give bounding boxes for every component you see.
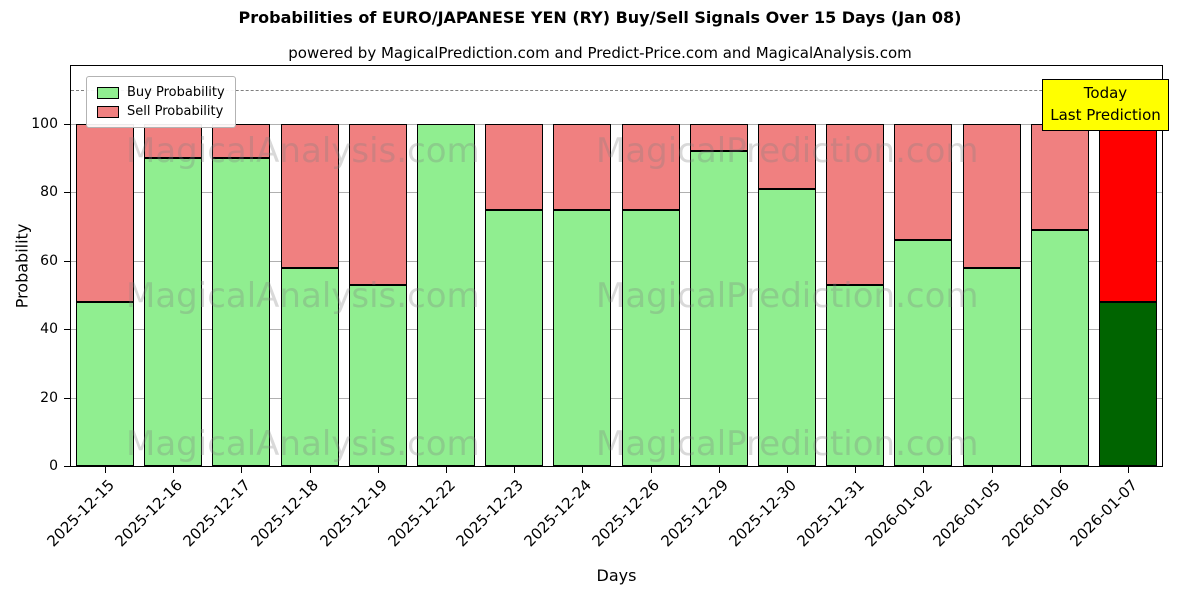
bar-sell-segment — [757, 124, 816, 190]
gridline — [71, 329, 1162, 331]
ytick-mark — [64, 466, 70, 467]
bar-sell-segment — [1030, 124, 1089, 231]
x-axis-ticks: 2025-12-15 2025-12-16 2025-12-17 2025-12-18… — [43, 467, 1163, 597]
xtick-label: 2025-12-26 — [588, 476, 664, 551]
xtick-label: 2026-01-07 — [1066, 476, 1141, 551]
gridline — [71, 397, 1162, 399]
bar-buy-segment — [348, 284, 407, 466]
legend-swatch-sell — [97, 105, 119, 118]
chart-subtitle: powered by MagicalPrediction.com and Pre… — [288, 44, 912, 62]
xtick-mark — [582, 467, 584, 473]
xtick-mark — [105, 467, 107, 473]
bar-buy-segment — [757, 189, 816, 466]
bar-sell-segment — [485, 124, 544, 210]
ytick-label: 80 — [40, 184, 58, 201]
xtick-mark — [1059, 467, 1061, 473]
bar-buy-segment — [144, 158, 203, 466]
xtick-mark — [309, 467, 311, 473]
ytick-label: 20 — [40, 389, 58, 406]
ytick-mark — [64, 260, 70, 262]
bar-buy-segment — [826, 284, 885, 466]
bar-sell-segment — [962, 124, 1021, 268]
plot-area: Buy Probability Sell Probability Today L… — [70, 65, 1169, 467]
ytick-label: 60 — [40, 252, 58, 269]
legend-label-buy: Buy Probability — [127, 85, 225, 100]
xtick-label: 2026-01-02 — [861, 476, 937, 551]
xtick-mark — [786, 467, 788, 473]
xtick-mark — [650, 467, 652, 473]
legend-swatch-buy — [97, 86, 119, 99]
bar-sell-segment — [280, 124, 339, 268]
legend-item-sell: Sell Probability — [97, 102, 225, 121]
xtick-label: 2025-12-23 — [452, 476, 527, 551]
xtick-label: 2025-12-17 — [179, 476, 255, 551]
bar-buy-segment — [1030, 230, 1089, 466]
xtick-mark — [855, 467, 857, 473]
bar-buy-segment-today — [1098, 301, 1157, 466]
xtick-label: 2025-12-15 — [43, 476, 118, 551]
chart-title: Probabilities of EURO/JAPANESE YEN (RY) … — [238, 8, 962, 27]
xtick-label: 2025-12-29 — [657, 476, 732, 551]
ytick-label: 0 — [49, 458, 58, 474]
xtick-label: 2025-12-19 — [316, 476, 391, 551]
gridline — [71, 124, 1162, 126]
y-axis-ticks: 0 20 40 60 80 100 — [0, 65, 70, 474]
gridline — [71, 192, 1162, 194]
xtick-label: 2026-01-06 — [998, 476, 1073, 551]
bar-buy-segment — [689, 151, 748, 466]
xtick-label: 2025-12-31 — [793, 476, 868, 551]
bar-sell-segment — [689, 124, 748, 152]
bar-buy-segment — [280, 267, 339, 466]
bar-buy-segment — [485, 209, 544, 466]
bar-buy-segment — [212, 158, 271, 466]
legend-label-sell: Sell Probability — [127, 104, 224, 119]
xtick-mark — [991, 467, 993, 473]
bar-sell-segment — [348, 124, 407, 285]
xtick-label: 2025-12-24 — [520, 476, 596, 551]
xtick-mark — [1127, 467, 1129, 473]
ytick-mark — [64, 124, 70, 126]
xtick-mark — [173, 467, 175, 473]
dashed-threshold-line — [71, 89, 1162, 91]
xtick-label: 2026-01-05 — [929, 476, 1005, 551]
bar-sell-segment — [76, 124, 135, 302]
today-annotation: Today Last Prediction — [1042, 79, 1169, 131]
legend: Buy Probability Sell Probability — [86, 76, 236, 128]
xtick-mark — [241, 467, 243, 473]
bar-buy-segment — [621, 209, 680, 466]
ytick-label: 40 — [40, 321, 58, 338]
bar-sell-segment — [826, 124, 885, 285]
annotation-line1: Today — [1083, 84, 1128, 102]
ytick-mark — [64, 329, 70, 331]
xtick-mark — [718, 467, 720, 473]
ytick-label: 100 — [31, 116, 58, 133]
ytick-mark — [64, 397, 70, 399]
bar-sell-segment — [144, 124, 203, 159]
bar-sell-segment — [621, 124, 680, 210]
xtick-label: 2025-12-22 — [384, 476, 459, 551]
xtick-mark — [923, 467, 925, 473]
bar-sell-segment — [553, 124, 612, 210]
gridline — [71, 260, 1162, 262]
legend-item-buy: Buy Probability — [97, 83, 225, 102]
xtick-mark — [446, 467, 448, 473]
ytick-mark — [64, 192, 70, 194]
xtick-mark — [377, 467, 379, 473]
xtick-label: 2025-12-16 — [111, 476, 187, 551]
bar-sell-segment-today — [1098, 124, 1157, 302]
x-axis-label: Days — [596, 566, 637, 585]
bar-buy-segment — [962, 267, 1021, 466]
bar-buy-segment — [76, 301, 135, 466]
bar-sell-segment — [212, 124, 271, 159]
xtick-mark — [514, 467, 516, 473]
bar-buy-segment — [894, 240, 953, 466]
annotation-line2: Last Prediction — [1050, 105, 1161, 124]
bar-buy-segment — [417, 124, 475, 466]
bar-buy-segment — [553, 209, 612, 466]
xtick-label: 2025-12-30 — [725, 476, 800, 551]
xtick-label: 2025-12-18 — [248, 476, 323, 551]
bar-sell-segment — [894, 124, 953, 241]
